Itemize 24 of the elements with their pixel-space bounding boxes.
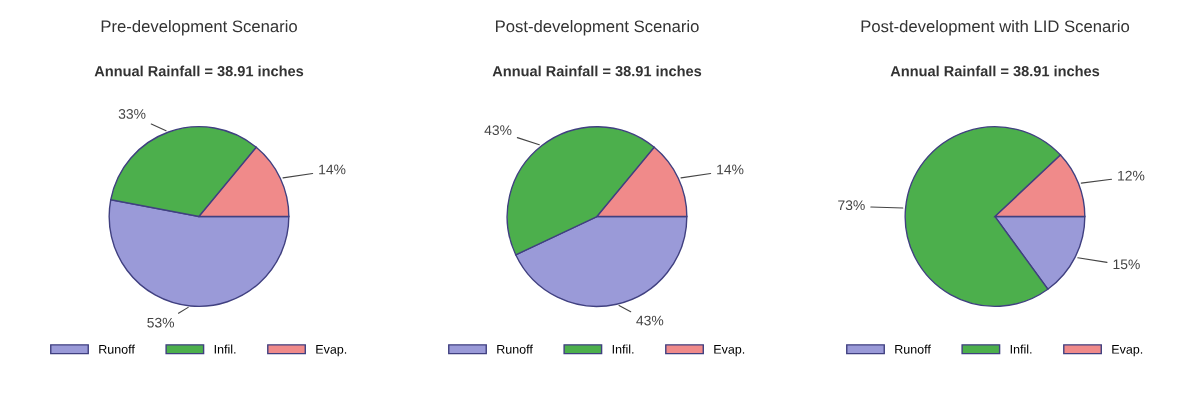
data-label: 43%: [636, 315, 664, 326]
data-label: 14%: [319, 164, 346, 175]
data-label: 43%: [484, 125, 512, 136]
chart-subtitle: Annual Rainfall = 38.91 inches: [94, 65, 304, 77]
data-label: 12%: [1118, 170, 1145, 181]
legend-label: Evap.: [714, 345, 745, 357]
chart-title: Pre-development Scenario: [101, 20, 297, 36]
legend-label: Runoff: [99, 344, 135, 354]
data-label: 14%: [717, 164, 744, 175]
legend-label: Runoff: [895, 344, 931, 354]
data-label: 73%: [838, 200, 865, 211]
chart-title: Post-development Scenario: [496, 20, 699, 36]
legend-label: Infil.: [1010, 344, 1032, 354]
data-label: 53%: [147, 317, 175, 328]
data-label: 33%: [118, 109, 146, 119]
legend-label: Infil.: [612, 344, 634, 354]
chart-title: Post-development with LID Scenario: [861, 20, 1130, 36]
legend-label: Infil.: [214, 344, 236, 354]
chart-subtitle: Annual Rainfall = 38.91 inches: [890, 65, 1100, 77]
data-label: 15%: [1113, 259, 1140, 270]
legend-label: Runoff: [497, 344, 533, 354]
legend-label: Evap.: [1112, 345, 1143, 357]
legend-label: Evap.: [316, 345, 347, 357]
chart-subtitle: Annual Rainfall = 38.91 inches: [492, 65, 702, 77]
